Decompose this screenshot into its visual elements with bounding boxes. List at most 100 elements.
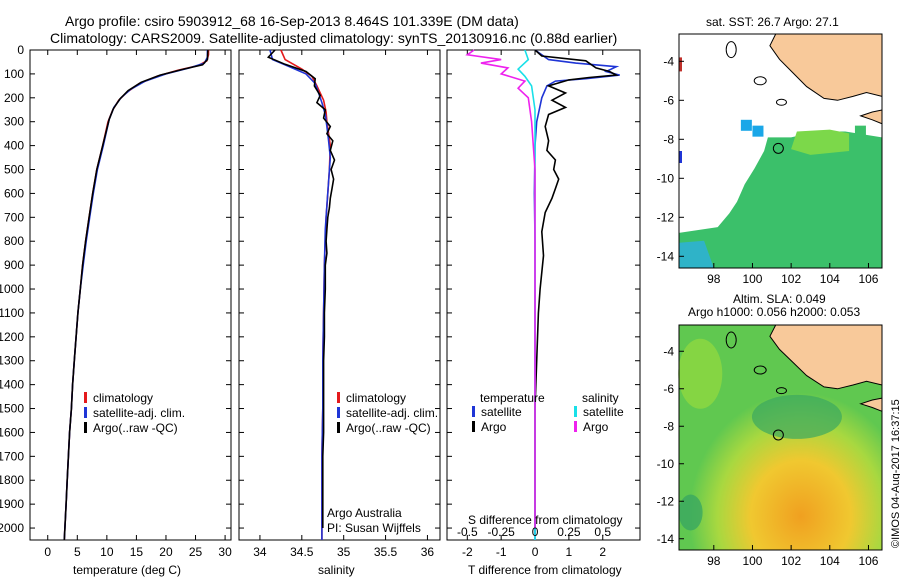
island-outline	[775, 387, 787, 395]
map-y-tick-label: -14	[657, 532, 675, 546]
y-tick-label: 1400	[0, 378, 24, 392]
map-x-tick-label: 104	[820, 554, 840, 568]
y-tick-label: 1500	[0, 402, 24, 416]
series-line-argo-raw-qc-	[63, 49, 209, 541]
plot-frame	[29, 49, 232, 541]
map-x-tick-label: 100	[742, 554, 762, 568]
x-tick-label: 0	[532, 545, 539, 559]
top-tick-label: 0	[532, 525, 539, 539]
x-tick-label: -1	[496, 545, 507, 559]
x-tick-label: 5	[74, 545, 81, 559]
island-outline	[725, 41, 737, 59]
legend-item-satellite: satellite-adj. clim.	[84, 406, 185, 421]
plot-frame	[446, 49, 641, 541]
series-line-argo-raw-qc-	[266, 49, 336, 528]
map-y-tick-label: -6	[663, 93, 674, 107]
sst-pixel	[854, 125, 866, 137]
map-x-tick-label: 104	[820, 272, 840, 286]
map-x-tick-label: 100	[742, 272, 762, 286]
salinity-legend: climatology satellite-adj. clim. Argo(..…	[337, 391, 438, 436]
y-tick-label: 2000	[0, 521, 24, 535]
sst-warm-patch	[791, 129, 850, 155]
y-tick-label: 200	[4, 91, 24, 105]
y-tick-label: 300	[4, 115, 24, 129]
difference-top-xlabel: S difference from climatology	[468, 513, 623, 527]
x-tick-label: 35.5	[374, 545, 398, 559]
sst-pixel	[752, 125, 764, 137]
sst-pixel	[679, 57, 682, 72]
x-tick-label: 20	[159, 545, 173, 559]
sst-field	[679, 131, 882, 268]
legend-item-argo: Argo(..raw -QC)	[84, 421, 185, 436]
x-tick-label: 1	[566, 545, 573, 559]
y-tick-label: 600	[4, 186, 24, 200]
map-y-tick-label: -14	[657, 249, 675, 263]
map-frame	[678, 33, 883, 269]
island-outline	[753, 76, 767, 86]
y-tick-label: 1200	[0, 330, 24, 344]
y-tick-label: 900	[4, 258, 24, 272]
map-y-tick-label: -12	[657, 210, 675, 224]
y-tick-label: 700	[4, 210, 24, 224]
map-y-tick-label: -6	[663, 382, 674, 396]
y-tick-label: 1300	[0, 354, 24, 368]
map-frame	[678, 324, 883, 551]
top-tick-label: 0.5	[594, 525, 611, 539]
map-x-tick-label: 102	[781, 554, 801, 568]
plot-frame	[238, 49, 441, 541]
y-tick-label: 1600	[0, 425, 24, 439]
y-tick-label: 500	[4, 163, 24, 177]
x-tick-label: 2	[599, 545, 606, 559]
map-x-tick-label: 98	[707, 554, 721, 568]
map-x-tick-label: 106	[858, 554, 878, 568]
title-line-2: Climatology: CARS2009. Satellite-adjuste…	[50, 30, 618, 46]
island-outline	[775, 98, 787, 106]
sla-high-patch	[678, 338, 723, 409]
map-y-tick-label: -10	[657, 457, 675, 471]
temperature-legend: climatology satellite-adj. clim. Argo(..…	[84, 391, 185, 436]
legend-item-t-argo: Argo	[472, 420, 506, 435]
x-tick-label: 34	[253, 545, 267, 559]
difference-xlabel: T difference from climatology	[468, 563, 622, 577]
map-x-tick-label: 98	[707, 272, 721, 286]
x-tick-label: 36	[421, 545, 435, 559]
sla-map-title-1: Altim. SLA: 0.049	[733, 292, 826, 306]
legend-item-climatology: climatology	[84, 391, 185, 406]
island-outline	[725, 331, 737, 349]
map-y-tick-label: -8	[663, 419, 674, 433]
map-y-tick-label: -4	[663, 54, 674, 68]
top-tick-label: -0.5	[457, 525, 478, 539]
y-tick-label: 1100	[0, 306, 24, 320]
x-tick-label: 10	[100, 545, 114, 559]
x-tick-label: -2	[462, 545, 473, 559]
y-tick-label: 0	[17, 43, 24, 57]
y-tick-label: 1700	[0, 449, 24, 463]
legend-item-s-argo: Argo	[574, 420, 608, 435]
temperature-xlabel: temperature (deg C)	[73, 563, 182, 577]
y-tick-label: 400	[4, 139, 24, 153]
y-tick-label: 1800	[0, 473, 24, 487]
salinity-xlabel: salinity	[318, 563, 355, 577]
argo-location-marker	[772, 429, 784, 441]
legend-item-climatology: climatology	[337, 391, 438, 406]
series-line-t-argo	[534, 49, 620, 528]
map-y-tick-label: -10	[657, 171, 675, 185]
y-tick-label: 1000	[0, 282, 24, 296]
legend-item-s-satellite: satellite	[574, 405, 624, 420]
sla-low-patch	[678, 494, 703, 531]
sla-map-title-2: Argo h1000: 0.056 h2000: 0.053	[688, 305, 861, 319]
island-outline	[753, 365, 767, 375]
sla-low-patch	[751, 394, 842, 439]
sst-pixel	[740, 119, 752, 131]
map-x-tick-label: 106	[858, 272, 878, 286]
x-tick-label: 34.5	[290, 545, 314, 559]
title-line-1: Argo profile: csiro 5903912_68 16-Sep-20…	[65, 13, 519, 29]
series-line-satellite-adj-clim-	[269, 49, 332, 540]
legend-item-satellite: satellite-adj. clim.	[337, 406, 438, 421]
map-y-tick-label: -8	[663, 132, 674, 146]
top-tick-label: 0.25	[557, 525, 581, 539]
x-tick-label: 25	[189, 545, 203, 559]
x-tick-label: 15	[130, 545, 144, 559]
sst-map-title: sat. SST: 26.7 Argo: 27.1	[706, 15, 839, 29]
